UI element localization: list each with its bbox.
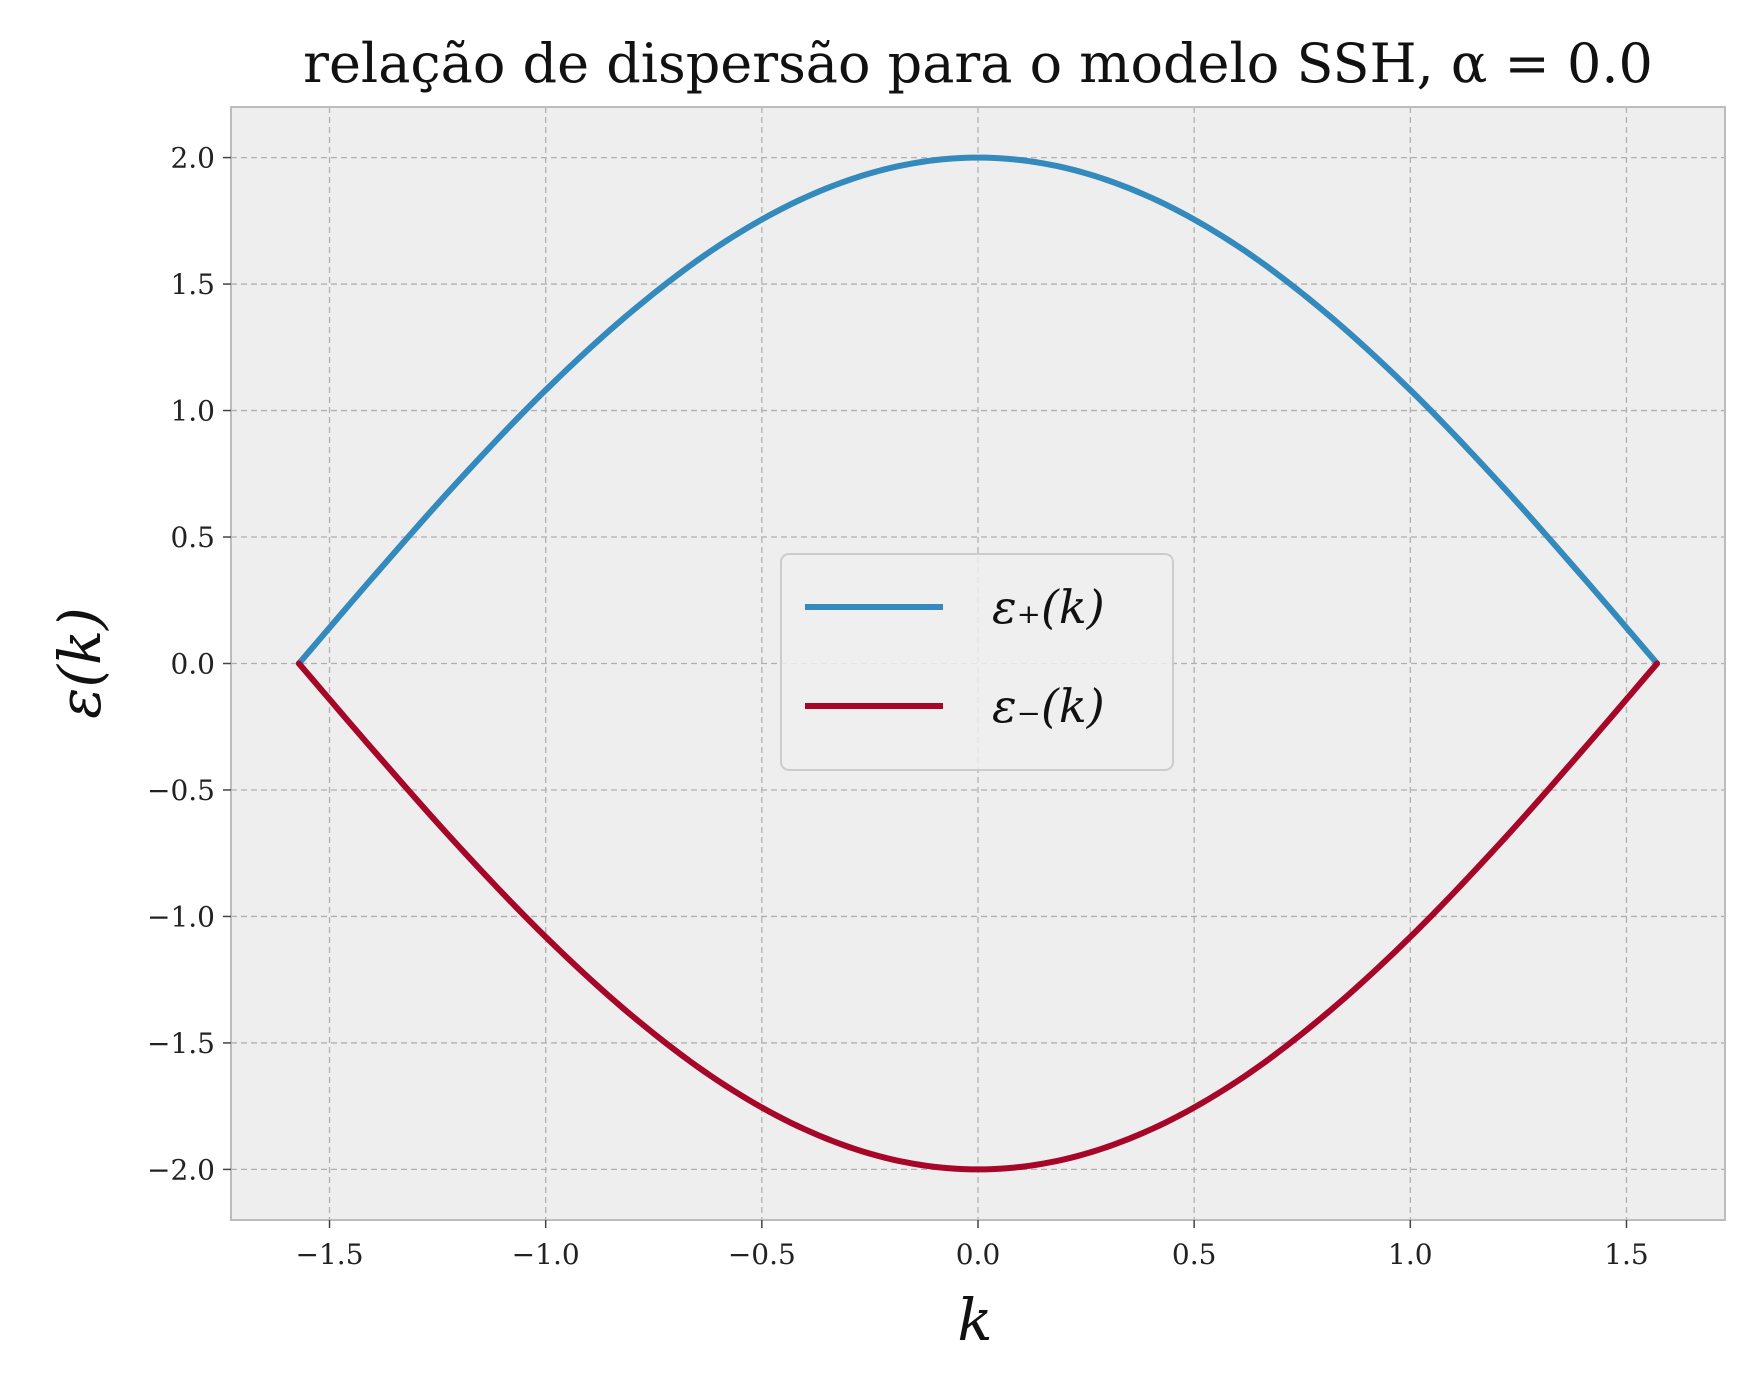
y-tick-label: −1.5 bbox=[147, 1027, 215, 1060]
grid-lines bbox=[231, 107, 1725, 1220]
y-axis-label: ε(k) bbox=[46, 607, 114, 719]
x-tick-label: −0.5 bbox=[728, 1238, 796, 1271]
tick-labels: −1.5 −1.0 −0.5 0.0 0.5 1.0 1.5 2.0 1.5 1.0 0.5 0.0 −… bbox=[147, 142, 1649, 1271]
chart-title: relação de dispersão para o modelo SSH, … bbox=[303, 32, 1653, 95]
x-axis-label: k bbox=[957, 1286, 992, 1354]
x-tick-label: 0.0 bbox=[956, 1238, 1001, 1271]
y-tick-label: 2.0 bbox=[170, 142, 215, 175]
legend: ε₊(k) ε₋(k) bbox=[780, 553, 1174, 771]
series-line-epsilon-minus bbox=[295, 660, 1661, 1173]
legend-box bbox=[780, 553, 1174, 771]
y-tick-label: 0.5 bbox=[170, 521, 215, 554]
series-line-epsilon-plus bbox=[295, 154, 1661, 667]
x-tick-label: 1.0 bbox=[1388, 1238, 1433, 1271]
legend-label-epsilon-minus: ε₋(k) bbox=[992, 679, 1105, 733]
series-lines bbox=[295, 154, 1661, 1173]
legend-label-epsilon-plus: ε₊(k) bbox=[992, 580, 1105, 634]
y-tick-label: −2.0 bbox=[147, 1153, 215, 1186]
y-tick-label: −1.0 bbox=[147, 900, 215, 933]
x-tick-label: 0.5 bbox=[1172, 1238, 1217, 1271]
x-tick-label: −1.5 bbox=[296, 1238, 364, 1271]
x-tick-label: −1.0 bbox=[512, 1238, 580, 1271]
y-tick-label: −0.5 bbox=[147, 774, 215, 807]
x-tick-label: 1.5 bbox=[1604, 1238, 1649, 1271]
y-tick-label: 0.0 bbox=[170, 648, 215, 681]
y-tick-label: 1.5 bbox=[170, 268, 215, 301]
y-tick-label: 1.0 bbox=[170, 395, 215, 428]
